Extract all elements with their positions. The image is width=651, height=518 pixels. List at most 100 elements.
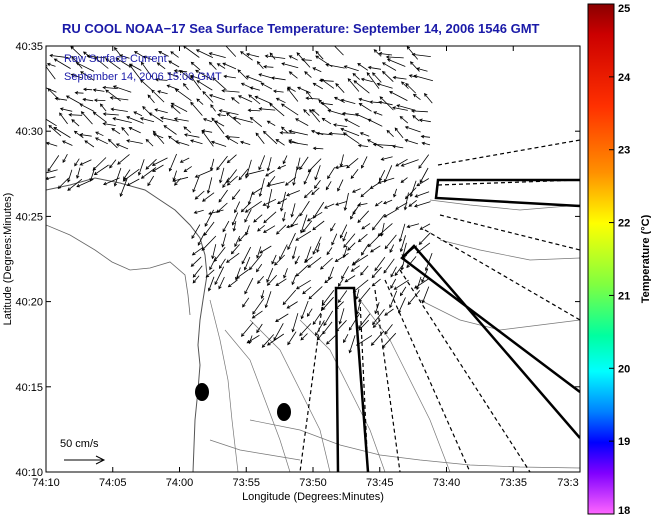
current-vector [115,143,129,150]
current-vector [352,72,360,80]
current-vector [311,108,320,116]
current-vector [302,220,313,233]
x-tick-label: 73:3 [557,477,578,489]
current-vector [339,224,348,239]
current-vector [111,128,121,135]
current-vector [46,169,58,174]
current-vector [299,323,312,337]
current-vector [259,245,272,254]
current-vector [238,168,249,181]
current-vector [396,104,416,111]
current-vector [255,132,265,144]
current-vector [152,164,164,172]
current-vector [252,298,265,315]
current-vector [367,65,382,70]
plot-title: RU COOL NOAA−17 Sea Surface Temperature:… [62,21,540,36]
current-vector [223,74,236,79]
current-vector [399,286,407,297]
current-vector [379,96,394,111]
current-vector [342,132,360,145]
current-vector [113,167,122,187]
current-vector [240,51,253,61]
current-vector [126,178,140,186]
current-vector [256,246,262,259]
current-vector [418,118,431,123]
x-tick-label: 73:45 [366,477,394,489]
current-vector [271,254,277,265]
current-vector [128,127,141,134]
current-vector [208,94,225,101]
current-vector [226,137,239,145]
current-vector [154,78,168,82]
current-vector [404,126,421,133]
current-vector [358,103,372,112]
current-vector [226,175,238,186]
current-vector [218,189,228,203]
current-vector [421,286,430,304]
current-vector [86,54,107,59]
current-vector [110,107,128,112]
y-tick-label: 40:35 [15,41,43,53]
current-vector [419,223,431,230]
current-vector [309,109,321,123]
current-vector [172,176,189,183]
current-vector [232,221,237,232]
current-vector [413,74,434,82]
current-vector [61,140,73,146]
current-vector [196,80,213,91]
current-vector [393,279,409,290]
current-vector [358,287,371,303]
current-vector [84,140,95,148]
current-vector [296,52,311,68]
current-vector [312,236,322,255]
current-vector [205,269,215,278]
current-vector [234,201,241,214]
current-vector [117,154,130,165]
current-vector [216,155,228,171]
current-vector [79,103,95,112]
current-vector [395,158,408,167]
current-vector [276,198,288,204]
current-vector [321,117,332,125]
current-vector [82,51,92,59]
y-tick-label: 40:10 [15,467,43,479]
x-axis: 74:10 74:05 74:00 73:55 73:50 73:45 73:40 73:35… [32,46,581,489]
current-vector [266,268,274,283]
x-tick-label: 74:00 [166,477,194,489]
current-vector [404,187,417,200]
current-vector [315,320,325,337]
current-vector [343,334,349,344]
y-tick-label: 40:25 [15,211,43,223]
current-vector [93,164,109,176]
current-vector [119,178,128,197]
current-vector [414,191,430,198]
current-vector [231,189,241,200]
current-vector [262,198,277,206]
current-vector [343,233,356,248]
station-marker [195,383,209,401]
current-vector [266,333,285,346]
current-vector [383,258,395,274]
current-vector [222,177,230,189]
current-vector [201,130,214,147]
y-axis-label: Latitude (Degrees:Minutes) [2,193,14,326]
current-vector [159,116,179,122]
current-vector [287,232,296,251]
current-vector [80,111,93,125]
current-vector [73,130,84,139]
current-vector [70,73,82,79]
current-vector [357,143,369,148]
current-vector [361,243,369,256]
current-vector [266,157,272,172]
current-vector [323,310,334,327]
current-vector [204,209,214,227]
current-vector [288,140,308,146]
current-vector [418,232,431,245]
current-vector-field [46,46,434,354]
current-vector [286,301,298,309]
current-vector [230,244,240,255]
current-vector [103,177,120,186]
current-vector [211,244,217,260]
current-vector [390,266,397,278]
current-vector [398,223,406,243]
